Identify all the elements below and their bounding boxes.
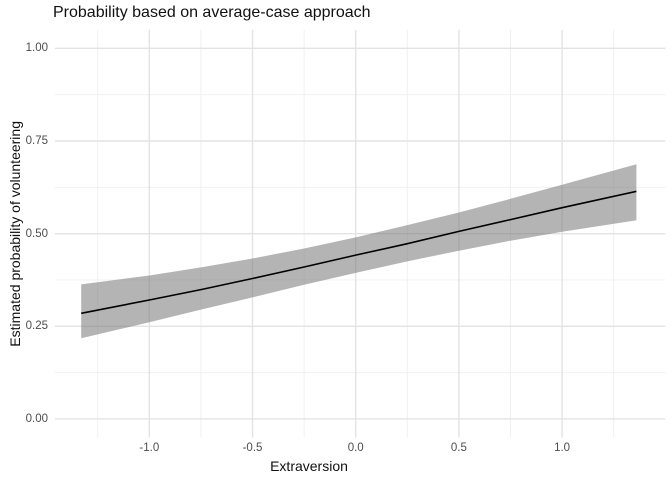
x-tick-label: 0.0 <box>347 441 364 454</box>
x-tick-label: 1.0 <box>554 441 571 454</box>
fit-line <box>81 190 637 315</box>
y-tick-label: 1.00 <box>25 42 48 55</box>
y-tick-label: 0.50 <box>25 227 48 240</box>
x-tick-label: -0.5 <box>242 441 263 454</box>
x-tick-label: -1.0 <box>139 441 160 454</box>
y-tick-label: 0.75 <box>25 134 48 147</box>
y-tick-label: 0.00 <box>25 412 48 425</box>
confidence-ribbon <box>81 164 637 339</box>
x-axis-title: Extraversion <box>270 458 348 474</box>
y-tick-label: 0.25 <box>25 320 48 333</box>
plot-title: Probability based on average-case approa… <box>53 4 371 21</box>
x-tick-label: 0.5 <box>450 441 467 454</box>
